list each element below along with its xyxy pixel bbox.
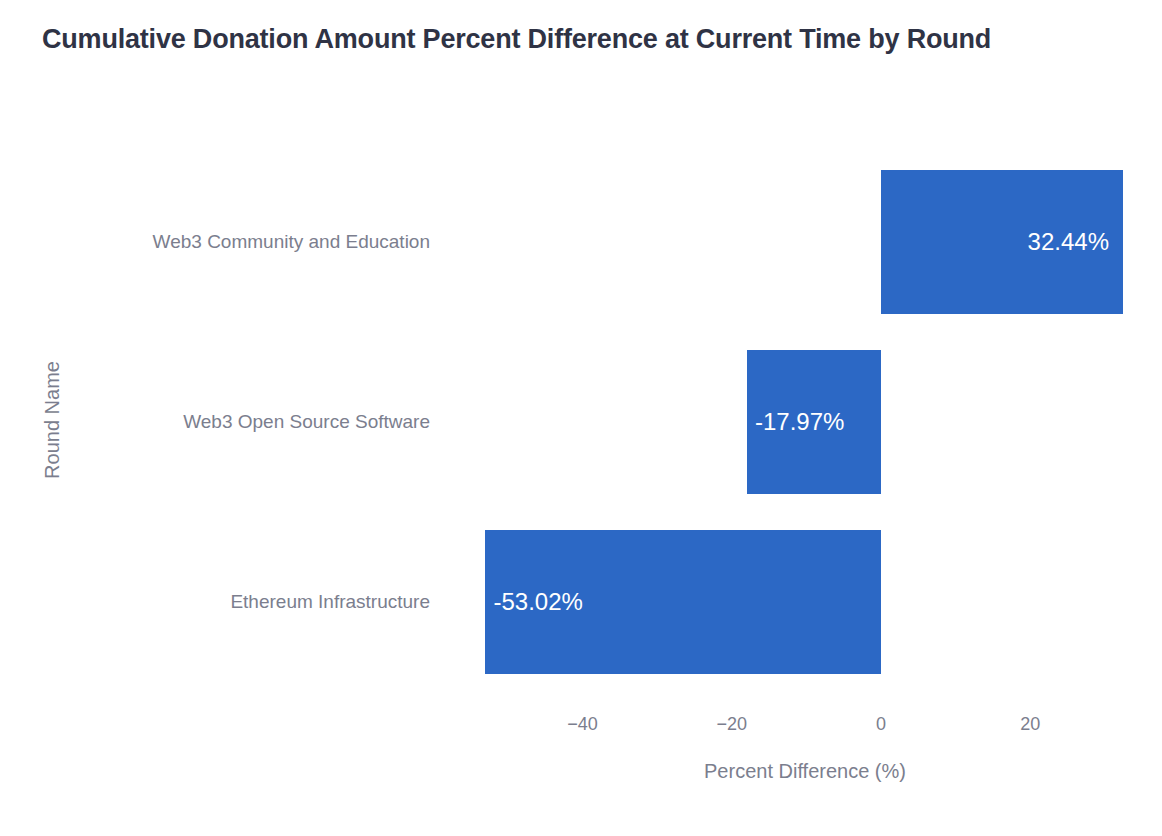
x-tick-label: −40	[543, 714, 623, 735]
bar: -17.97%	[747, 350, 881, 494]
category-label: Ethereum Infrastructure	[30, 588, 430, 616]
category-label: Web3 Open Source Software	[30, 408, 430, 436]
bar-value-label: -17.97%	[755, 408, 844, 436]
bar-value-label: -53.02%	[493, 588, 582, 616]
category-label: Web3 Community and Education	[30, 228, 430, 256]
chart-figure: Cumulative Donation Amount Percent Diffe…	[0, 0, 1162, 836]
plot-area: Web3 Community and Education 32.44% Web3 O…	[0, 0, 1162, 836]
x-tick-label: 20	[990, 714, 1070, 735]
x-tick-label: 0	[841, 714, 921, 735]
x-tick-label: −20	[692, 714, 772, 735]
bar-value-label: 32.44%	[1028, 228, 1109, 256]
bar: 32.44%	[881, 170, 1123, 314]
x-axis-title: Percent Difference (%)	[555, 760, 1055, 783]
bar: -53.02%	[485, 530, 881, 674]
